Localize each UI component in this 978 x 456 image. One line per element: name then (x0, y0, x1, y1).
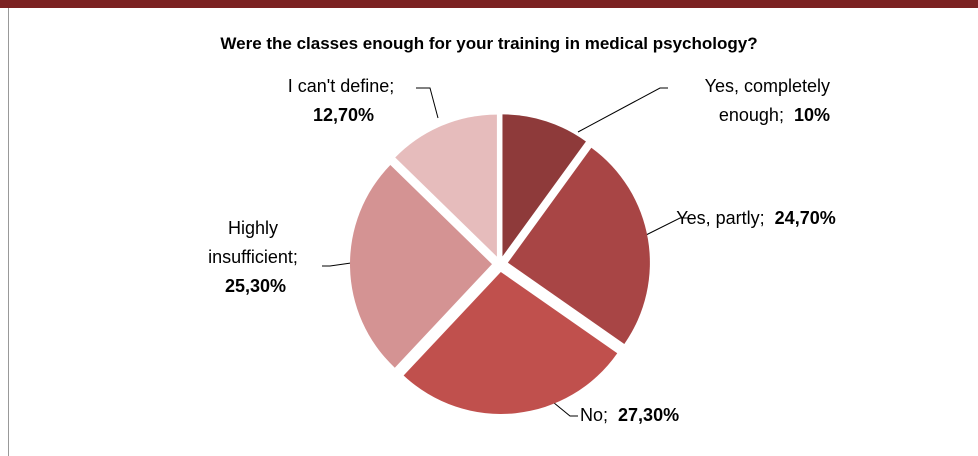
pie-slice (507, 147, 650, 344)
leader-line (577, 87, 668, 133)
category-label: I can't define; (287, 76, 395, 96)
pie-slice (395, 114, 497, 257)
slice-label: I can't define; 12,70% (266, 72, 416, 130)
category-label: No; (580, 405, 609, 425)
leader-line (639, 217, 688, 239)
top-bar (0, 0, 978, 8)
value-label: 27,30% (618, 405, 680, 425)
slice-label: Yes, completely enough; 10% (650, 72, 830, 130)
leader-line (547, 397, 578, 417)
slice-label: Yes, partly; 24,70% (676, 204, 836, 233)
pie-slice (502, 114, 586, 257)
chart-title: Were the classes enough for your trainin… (220, 34, 758, 53)
slice-label: No; 27,30% (580, 401, 740, 430)
value-label: 10% (793, 105, 830, 125)
value-label: 12,70% (312, 105, 375, 125)
leader-line (416, 87, 439, 119)
left-border (8, 8, 9, 456)
leader-line (322, 261, 359, 267)
leader-lines (322, 87, 688, 417)
pie-slice (350, 165, 493, 368)
value-label: 25,30% (224, 276, 287, 296)
category-label: Yes, completely enough; (704, 76, 830, 125)
slice-label: Highly insufficient; 25,30% (183, 214, 323, 301)
category-label: Yes, partly; (676, 208, 765, 228)
category-label: Highly insufficient; (208, 218, 298, 267)
value-label: 24,70% (774, 208, 836, 228)
pie-slice (403, 271, 618, 414)
